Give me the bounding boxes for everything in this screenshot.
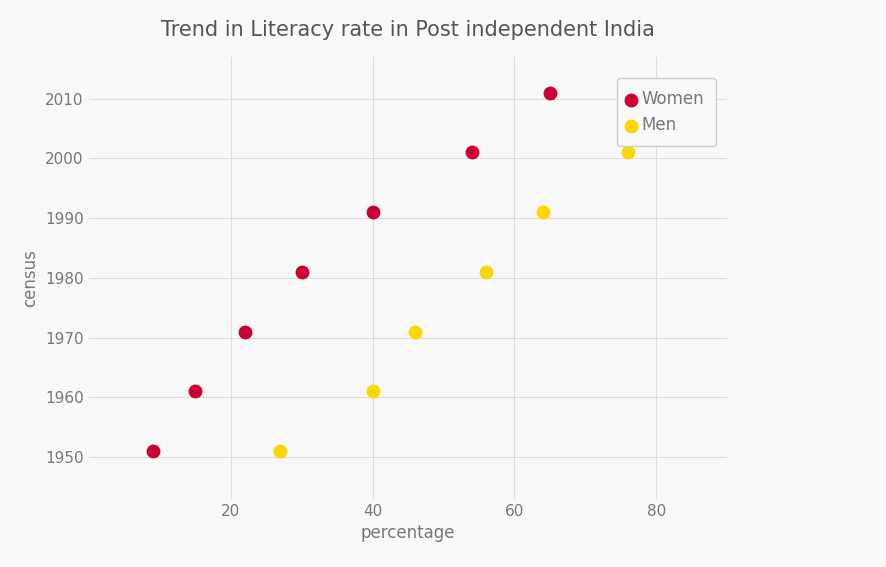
Women	[145, 447, 159, 456]
Men	[620, 148, 634, 157]
Men	[478, 267, 493, 276]
Men	[663, 88, 677, 97]
Women	[188, 387, 202, 396]
Title: Trend in Literacy rate in Post independent India: Trend in Literacy rate in Post independe…	[161, 20, 654, 40]
Women	[542, 88, 556, 97]
Legend: Women, Men: Women, Men	[616, 78, 715, 146]
Women	[464, 148, 478, 157]
Y-axis label: census: census	[21, 249, 40, 307]
Men	[365, 387, 379, 396]
Women	[294, 267, 308, 276]
Men	[408, 327, 422, 336]
Women	[365, 208, 379, 217]
Men	[535, 208, 549, 217]
Men	[273, 447, 287, 456]
X-axis label: percentage: percentage	[361, 524, 455, 543]
Women	[237, 327, 252, 336]
